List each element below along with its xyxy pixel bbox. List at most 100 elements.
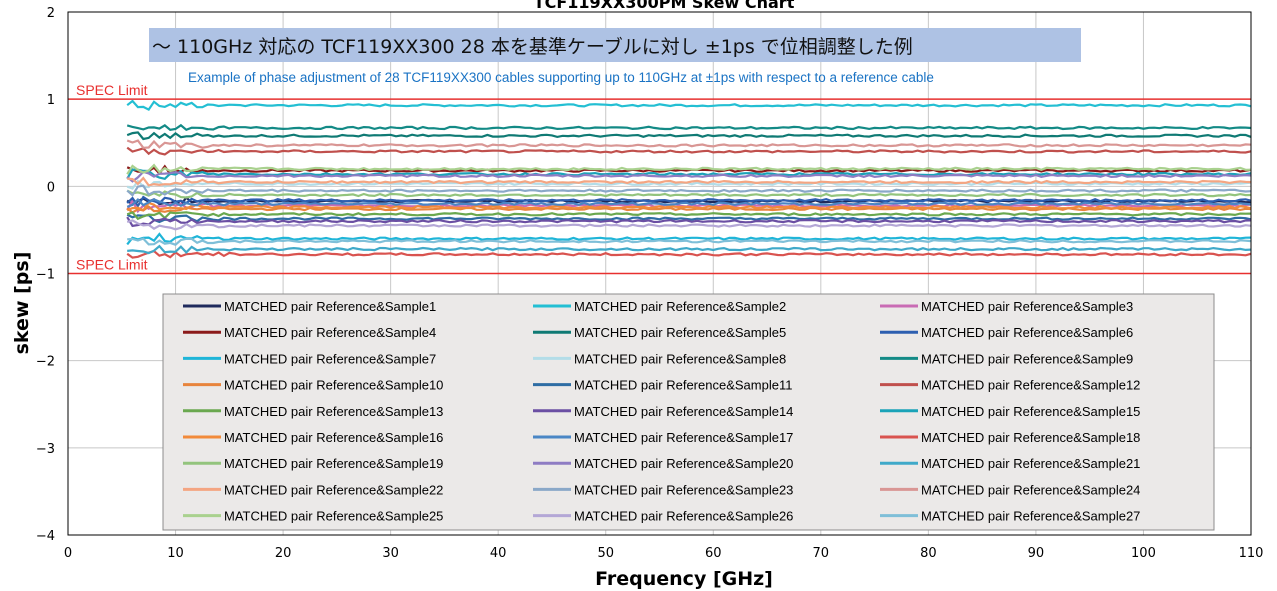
legend-label: MATCHED pair Reference&Sample17 bbox=[574, 430, 793, 445]
series-line-18 bbox=[126, 249, 1252, 259]
legend-item: MATCHED pair Reference&Sample9 bbox=[880, 351, 1133, 366]
legend-label: MATCHED pair Reference&Sample23 bbox=[574, 482, 793, 497]
series-line-8 bbox=[126, 179, 1252, 190]
series-line-26 bbox=[126, 219, 1252, 231]
legend-item: MATCHED pair Reference&Sample19 bbox=[183, 456, 443, 471]
legend-item: MATCHED pair Reference&Sample11 bbox=[533, 378, 792, 393]
series-line-24 bbox=[126, 139, 1252, 149]
x-tick-label: 30 bbox=[382, 546, 399, 561]
legend-item: MATCHED pair Reference&Sample8 bbox=[533, 351, 786, 366]
annotation-banner-bg bbox=[149, 28, 1081, 62]
legend-label: MATCHED pair Reference&Sample27 bbox=[921, 509, 1140, 524]
series-line-19 bbox=[126, 189, 1252, 199]
legend-item: MATCHED pair Reference&Sample5 bbox=[533, 325, 786, 340]
plot-frame bbox=[67, 11, 1252, 536]
legend-label: MATCHED pair Reference&Sample16 bbox=[224, 430, 443, 445]
y-tick-label: −2 bbox=[36, 355, 55, 370]
legend-label: MATCHED pair Reference&Sample9 bbox=[921, 351, 1133, 366]
legend-item: MATCHED pair Reference&Sample15 bbox=[880, 404, 1140, 419]
x-tick-label: 50 bbox=[597, 546, 614, 561]
spec-limit-lines bbox=[68, 98, 1251, 275]
spec-limit-label: SPEC Limit bbox=[76, 257, 148, 273]
legend-label: MATCHED pair Reference&Sample6 bbox=[921, 325, 1133, 340]
y-tick-labels: 2 1 0 −1 −2 −3 −4 bbox=[36, 6, 55, 544]
annotation-banner: ～ 110GHz 対応の TCF119XX300 28 本を基準ケーブルに対し … bbox=[149, 28, 1081, 62]
legend-item: MATCHED pair Reference&Sample16 bbox=[183, 430, 443, 445]
series-line-11 bbox=[126, 213, 1252, 224]
x-tick-label: 40 bbox=[490, 546, 507, 561]
y-tick-label: −3 bbox=[36, 442, 55, 457]
legend-item: MATCHED pair Reference&Sample3 bbox=[880, 299, 1133, 314]
series-line-6 bbox=[126, 195, 1252, 208]
y-tick-label: 0 bbox=[47, 180, 55, 195]
legend-label: MATCHED pair Reference&Sample3 bbox=[921, 299, 1133, 314]
series-line-20 bbox=[126, 170, 1252, 183]
legend-item: MATCHED pair Reference&Sample22 bbox=[183, 482, 443, 497]
series-line-14 bbox=[126, 216, 1252, 228]
series-line-12 bbox=[126, 146, 1252, 156]
legend-label: MATCHED pair Reference&Sample15 bbox=[921, 404, 1140, 419]
legend-item: MATCHED pair Reference&Sample17 bbox=[533, 430, 793, 445]
series-line-13 bbox=[126, 211, 1252, 221]
series-lines bbox=[126, 99, 1252, 259]
series-line-21 bbox=[127, 244, 1252, 255]
annotation-sub: Example of phase adjustment of 28 TCF119… bbox=[188, 70, 934, 85]
legend-item: MATCHED pair Reference&Sample26 bbox=[533, 509, 793, 524]
x-axis-label: Frequency [GHz] bbox=[595, 568, 773, 590]
annotation-main: ～ 110GHz 対応の TCF119XX300 28 本を基準ケーブルに対し … bbox=[152, 35, 913, 58]
series-line-17 bbox=[126, 198, 1252, 208]
x-tick-label: 90 bbox=[1028, 546, 1045, 561]
legend-item: MATCHED pair Reference&Sample4 bbox=[183, 325, 436, 340]
spec-limit-labels: SPEC Limit SPEC Limit bbox=[76, 82, 148, 272]
legend-box bbox=[162, 293, 1215, 531]
legend-label: MATCHED pair Reference&Sample11 bbox=[574, 378, 792, 393]
legend-label: MATCHED pair Reference&Sample20 bbox=[574, 456, 793, 471]
x-tick-labels: 0 10 20 30 40 50 60 70 80 90 100 110 bbox=[64, 546, 1264, 561]
legend: MATCHED pair Reference&Sample1 MATCHED pa… bbox=[162, 293, 1215, 531]
legend-label: MATCHED pair Reference&Sample24 bbox=[921, 482, 1140, 497]
legend-label: MATCHED pair Reference&Sample12 bbox=[921, 378, 1140, 393]
legend-item: MATCHED pair Reference&Sample6 bbox=[880, 325, 1133, 340]
y-tick-label: 2 bbox=[47, 6, 55, 21]
legend-label: MATCHED pair Reference&Sample8 bbox=[574, 351, 786, 366]
legend-label: MATCHED pair Reference&Sample10 bbox=[224, 378, 443, 393]
legend-label: MATCHED pair Reference&Sample21 bbox=[921, 456, 1140, 471]
legend-label: MATCHED pair Reference&Sample5 bbox=[574, 325, 786, 340]
legend-label: MATCHED pair Reference&Sample14 bbox=[574, 404, 793, 419]
legend-item: MATCHED pair Reference&Sample12 bbox=[880, 378, 1140, 393]
series-line-27 bbox=[127, 237, 1252, 246]
series-line-9 bbox=[126, 123, 1252, 132]
y-tick-label: −1 bbox=[36, 268, 55, 283]
legend-item: MATCHED pair Reference&Sample18 bbox=[880, 430, 1140, 445]
x-tick-label: 70 bbox=[813, 546, 830, 561]
x-tick-label: 20 bbox=[275, 546, 292, 561]
legend-item: MATCHED pair Reference&Sample2 bbox=[533, 299, 786, 314]
legend-label: MATCHED pair Reference&Sample18 bbox=[921, 430, 1140, 445]
legend-label: MATCHED pair Reference&Sample19 bbox=[224, 456, 443, 471]
y-tick-label: −4 bbox=[36, 529, 55, 544]
legend-item: MATCHED pair Reference&Sample25 bbox=[183, 509, 443, 524]
series-line-5 bbox=[126, 131, 1252, 141]
y-tick-label: 1 bbox=[47, 93, 55, 108]
chart-title: TCF119XX300PM Skew Chart bbox=[534, 0, 795, 12]
series-line-16 bbox=[126, 201, 1252, 212]
legend-label: MATCHED pair Reference&Sample26 bbox=[574, 509, 793, 524]
legend-item: MATCHED pair Reference&Sample21 bbox=[880, 456, 1140, 471]
x-tick-label: 80 bbox=[920, 546, 937, 561]
spec-limit-label: SPEC Limit bbox=[76, 82, 148, 98]
x-tick-label: 60 bbox=[705, 546, 722, 561]
series-line-7 bbox=[126, 232, 1252, 246]
legend-label: MATCHED pair Reference&Sample22 bbox=[224, 482, 443, 497]
legend-item: MATCHED pair Reference&Sample10 bbox=[183, 378, 443, 393]
series-line-22 bbox=[127, 176, 1252, 187]
x-tick-label: 0 bbox=[64, 546, 72, 561]
legend-label: MATCHED pair Reference&Sample1 bbox=[224, 299, 436, 314]
legend-label: MATCHED pair Reference&Sample2 bbox=[574, 299, 786, 314]
legend-item: MATCHED pair Reference&Sample7 bbox=[183, 351, 436, 366]
series-line-25 bbox=[126, 163, 1252, 175]
legend-label: MATCHED pair Reference&Sample13 bbox=[224, 404, 443, 419]
legend-label: MATCHED pair Reference&Sample4 bbox=[224, 325, 436, 340]
legend-item: MATCHED pair Reference&Sample13 bbox=[183, 404, 443, 419]
legend-label: MATCHED pair Reference&Sample7 bbox=[224, 351, 436, 366]
series-line-2 bbox=[126, 99, 1252, 112]
